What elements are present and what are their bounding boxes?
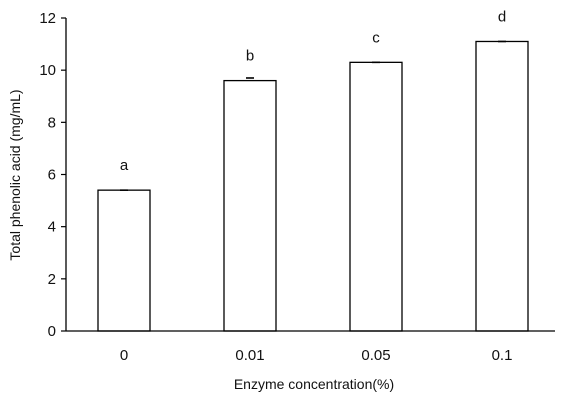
- y-tick-label: 8: [48, 114, 56, 131]
- x-tick-label: 0.01: [235, 347, 264, 364]
- significance-label: a: [120, 157, 129, 174]
- significance-label: c: [372, 29, 380, 46]
- x-tick-label: 0.05: [361, 347, 390, 364]
- y-axis-title: Total phenolic acid (mg/mL): [7, 89, 23, 260]
- bars: a b c d: [97, 8, 529, 332]
- y-axis-ticks: 0 2 4 6 8 10 12: [39, 10, 66, 340]
- bar-0.01: [223, 79, 277, 332]
- y-tick-label: 2: [48, 271, 56, 288]
- y-tick-label: 0: [48, 323, 56, 340]
- x-tick-label: 0: [120, 347, 128, 364]
- bar-0: [97, 189, 151, 332]
- y-tick-label: 12: [39, 10, 56, 27]
- bar-0.05: [349, 61, 403, 332]
- significance-label: b: [246, 48, 254, 65]
- y-tick-label: 6: [48, 167, 56, 184]
- bar-0.1: [475, 40, 529, 332]
- y-tick-label: 10: [39, 62, 56, 79]
- x-tick-label: 0.1: [492, 347, 513, 364]
- x-axis-ticks: 0 0.01 0.05 0.1: [120, 347, 513, 364]
- significance-label: d: [498, 8, 506, 25]
- x-axis-title: Enzyme concentration(%): [234, 376, 394, 392]
- y-tick-label: 4: [48, 219, 56, 236]
